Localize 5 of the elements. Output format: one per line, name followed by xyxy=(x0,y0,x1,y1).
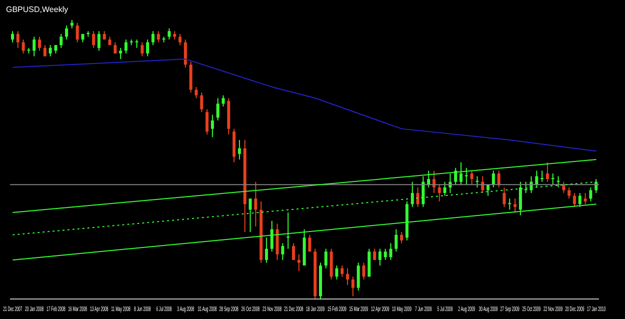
candlestick xyxy=(135,40,138,48)
candlestick xyxy=(162,36,166,42)
candlestick xyxy=(540,170,544,182)
chart-title: GBPUSD,Weekly xyxy=(6,5,68,14)
candlestick xyxy=(286,212,290,249)
